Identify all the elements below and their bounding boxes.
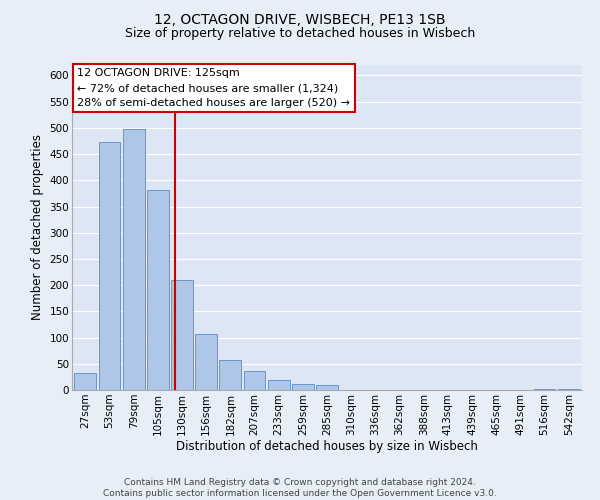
- Bar: [292, 384, 314, 390]
- Bar: [558, 389, 580, 390]
- Bar: [244, 370, 265, 390]
- Bar: [195, 334, 217, 390]
- Bar: [171, 280, 193, 390]
- Text: Contains HM Land Registry data © Crown copyright and database right 2024.
Contai: Contains HM Land Registry data © Crown c…: [103, 478, 497, 498]
- Bar: [147, 190, 169, 390]
- Bar: [123, 129, 145, 390]
- X-axis label: Distribution of detached houses by size in Wisbech: Distribution of detached houses by size …: [176, 440, 478, 454]
- Bar: [268, 380, 290, 390]
- Text: Size of property relative to detached houses in Wisbech: Size of property relative to detached ho…: [125, 28, 475, 40]
- Bar: [220, 360, 241, 390]
- Text: 12 OCTAGON DRIVE: 125sqm
← 72% of detached houses are smaller (1,324)
28% of sem: 12 OCTAGON DRIVE: 125sqm ← 72% of detach…: [77, 68, 350, 108]
- Bar: [316, 385, 338, 390]
- Bar: [98, 142, 121, 390]
- Bar: [533, 389, 556, 390]
- Bar: [74, 373, 96, 390]
- Text: 12, OCTAGON DRIVE, WISBECH, PE13 1SB: 12, OCTAGON DRIVE, WISBECH, PE13 1SB: [154, 12, 446, 26]
- Y-axis label: Number of detached properties: Number of detached properties: [31, 134, 44, 320]
